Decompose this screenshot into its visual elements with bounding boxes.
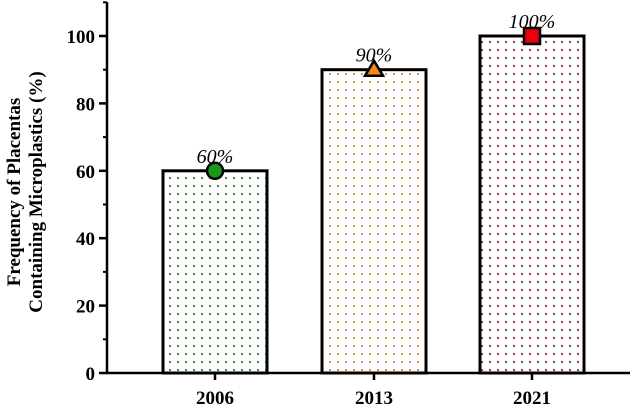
y-axis-label: Frequency of Placentas Containing Microp… xyxy=(4,71,47,312)
y-axis-label-line-1: Frequency of Placentas xyxy=(4,98,25,287)
data-label-2021: 100% xyxy=(509,11,556,33)
marker-circle-2006 xyxy=(205,161,225,181)
bar-2013 xyxy=(320,68,428,375)
x-tick-label-2006: 2006 xyxy=(196,388,234,409)
marker-square-2021 xyxy=(522,26,542,46)
data-label-2013: 90% xyxy=(356,45,393,67)
marker-triangle-2013 xyxy=(362,58,386,77)
bar-2006 xyxy=(161,169,269,375)
y-axis-label-line-2: Containing Microplastics (%) xyxy=(26,71,47,312)
y-tick-label-20: 20 xyxy=(76,297,95,318)
data-label-2006: 60% xyxy=(197,146,234,168)
x-tick-label-2021: 2021 xyxy=(513,388,551,409)
y-tick-label-40: 40 xyxy=(76,229,95,250)
bar-2021 xyxy=(478,34,586,375)
y-tick-label-60: 60 xyxy=(76,162,95,183)
y-tick-label-80: 80 xyxy=(76,94,95,115)
x-tick-label-2013: 2013 xyxy=(355,388,393,409)
y-tick-label-0: 0 xyxy=(86,364,96,385)
y-tick-label-100: 100 xyxy=(67,27,96,48)
